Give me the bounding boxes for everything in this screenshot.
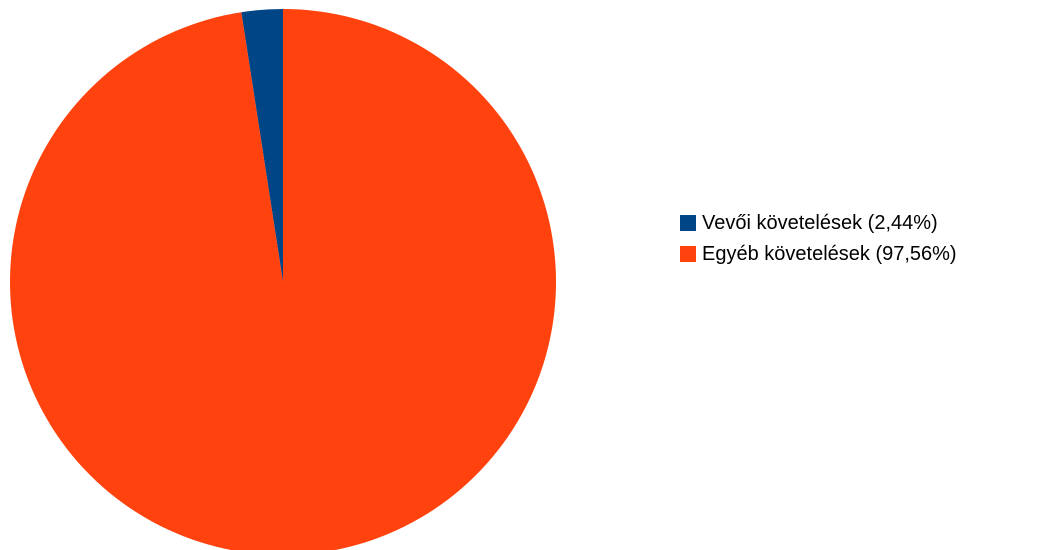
legend-swatch-vevoi: [680, 215, 696, 231]
legend-swatch-egyeb: [680, 246, 696, 262]
pie-slices: [10, 9, 556, 550]
legend-item-egyeb: Egyéb követelések (97,56%): [680, 240, 1030, 268]
pie-slice-1: [10, 9, 556, 550]
legend-label-vevoi: Vevői követelések (2,44%): [702, 212, 938, 234]
pie-slice-0: [241, 9, 283, 282]
legend-item-vevoi: Vevői követelések (2,44%): [680, 209, 1030, 237]
legend-label-egyeb: Egyéb követelések (97,56%): [702, 243, 957, 265]
legend: Vevői követelések (2,44%) Egyéb követelé…: [680, 209, 1030, 271]
